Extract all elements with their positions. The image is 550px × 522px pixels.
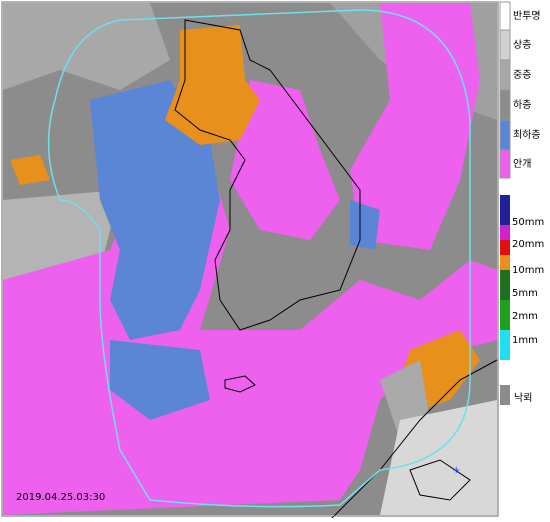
legend-label: 50mm <box>512 217 544 228</box>
legend-swatch <box>500 195 510 225</box>
rain-area <box>165 25 260 145</box>
legend-label: 5mm <box>512 288 538 299</box>
legend-swatch <box>500 270 510 300</box>
legend-swatch <box>500 240 510 255</box>
low-cloud <box>90 80 220 340</box>
legend-label: 10mm <box>512 265 544 276</box>
fog <box>230 80 340 240</box>
legend-label: 하층 <box>513 98 531 111</box>
legend-swatch <box>500 330 510 360</box>
legend-swatch <box>499 149 511 179</box>
low-cloud <box>110 340 210 420</box>
legend-label: 반투명 <box>513 10 541 22</box>
legend-swatch <box>499 119 511 151</box>
fog <box>350 3 480 250</box>
semi-transparent-cloud <box>380 400 497 515</box>
map-border <box>1 1 499 517</box>
legend-label: 안개 <box>513 158 531 170</box>
legend-label: 1mm <box>512 335 538 346</box>
legend-label: 중층 <box>513 69 531 81</box>
upper-cloud <box>3 3 170 90</box>
timestamp: 2019.04.25.03:30 <box>16 492 105 503</box>
legend-swatch <box>499 29 511 61</box>
legend-swatch <box>500 385 510 405</box>
legend-swatch <box>500 255 510 270</box>
map-area: + 2019.04.25.03:30 <box>3 3 498 521</box>
legend-label: 최하층 <box>513 128 541 141</box>
legend-label: 20mm <box>512 239 544 250</box>
legend-swatch <box>499 89 511 121</box>
legend-swatch <box>499 59 511 91</box>
radar-boundary <box>47 9 471 508</box>
lightning-mark: + <box>452 465 460 476</box>
coastline <box>174 19 498 521</box>
legend-swatch <box>500 300 510 330</box>
low-cloud <box>350 200 380 250</box>
legend-label: 2mm <box>512 311 538 322</box>
legend-label: 상층 <box>513 39 531 51</box>
legend-swatch <box>499 1 511 31</box>
legend-swatch <box>500 225 510 240</box>
rain-area <box>10 155 50 185</box>
legend-label: 낙뢰 <box>514 392 532 404</box>
